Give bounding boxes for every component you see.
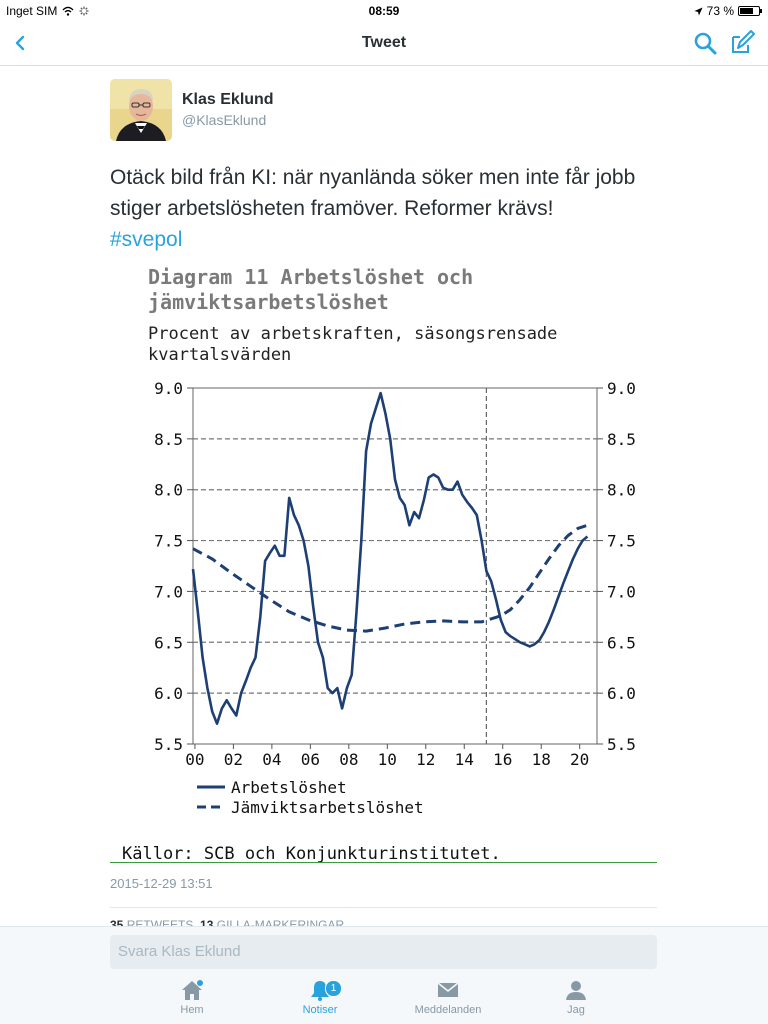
y-tick-label-left: 7.0 bbox=[154, 582, 183, 601]
x-tick-label: 02 bbox=[224, 750, 243, 769]
tweet-timestamp: 2015-12-29 13:51 bbox=[110, 876, 213, 891]
x-tick-label: 12 bbox=[416, 750, 435, 769]
tweet-media-chart[interactable]: Diagram 11 Arbetslöshet och jämviktsarbe… bbox=[110, 262, 657, 863]
y-tick-label-right: 8.5 bbox=[607, 430, 636, 449]
y-tick-label-right: 6.0 bbox=[607, 684, 636, 703]
x-tick-label: 20 bbox=[570, 750, 589, 769]
y-tick-label-right: 8.0 bbox=[607, 481, 636, 500]
avatar[interactable] bbox=[110, 79, 172, 141]
legend-label: Arbetslöshet bbox=[231, 778, 347, 797]
status-bar: Inget SIM 08:59 73 % bbox=[0, 0, 768, 22]
battery-percent: 73 % bbox=[706, 4, 734, 18]
retweets-count: 35 bbox=[110, 918, 124, 926]
x-tick-label: 14 bbox=[455, 750, 474, 769]
chart-svg: Diagram 11 Arbetslöshet och jämviktsarbe… bbox=[122, 265, 636, 862]
x-tick-label: 06 bbox=[301, 750, 320, 769]
tab-messages[interactable]: Meddelanden bbox=[403, 978, 493, 1016]
wifi-icon bbox=[62, 6, 74, 16]
reply-bar: Svara Klas Eklund bbox=[0, 926, 768, 975]
chart-title-line2: jämviktsarbetslöshet bbox=[148, 290, 389, 314]
tab-bar: Hem Notiser 1 Meddelanden Jag bbox=[0, 974, 768, 1024]
envelope-icon bbox=[437, 982, 459, 997]
y-tick-label-right: 7.0 bbox=[607, 582, 636, 601]
likes-label: GILLA-MARKERINGAR bbox=[216, 918, 345, 926]
chart-subtitle-line2: kvartalsvärden bbox=[148, 345, 291, 365]
retweets-label: RETWEETS bbox=[126, 918, 194, 926]
x-tick-label: 00 bbox=[185, 750, 204, 769]
chevron-left-icon[interactable] bbox=[6, 28, 36, 58]
chart-ticks: 5.5 5.5 6.0 6.0 6.5 6.5 7.0 7.0 7.5 7.5 8.0 8.0 8.5 8… bbox=[154, 379, 636, 769]
y-tick-label-right: 6.5 bbox=[607, 633, 636, 652]
notification-badge: 1 bbox=[325, 980, 342, 997]
battery-icon bbox=[738, 6, 762, 16]
author-handle[interactable]: @KlasEklund bbox=[182, 112, 267, 128]
hashtag-link[interactable]: #svepol bbox=[110, 228, 183, 251]
chart-title-line1: Diagram 11 Arbetslöshet och bbox=[148, 265, 473, 289]
nav-bar: Tweet bbox=[0, 22, 768, 66]
y-tick-label-right: 5.5 bbox=[607, 735, 636, 754]
chart-grid bbox=[192, 387, 598, 745]
tab-me-label: Jag bbox=[567, 1004, 585, 1016]
tweet-stats[interactable]: 35 RETWEETS 13 GILLA-MARKERINGAR bbox=[110, 918, 344, 926]
carrier-label: Inget SIM bbox=[6, 4, 58, 18]
status-right: 73 % bbox=[694, 4, 762, 18]
battery-fill bbox=[740, 8, 754, 14]
y-tick-label-left: 6.5 bbox=[154, 633, 183, 652]
status-left: Inget SIM bbox=[6, 4, 89, 18]
tweet-body: Otäck bild från KI: när nyanlända söker … bbox=[110, 166, 636, 220]
y-tick-label-left: 9.0 bbox=[154, 379, 183, 398]
page-title: Tweet bbox=[361, 34, 407, 51]
chart-lines bbox=[191, 391, 592, 725]
compose-icon[interactable] bbox=[727, 27, 757, 57]
bell-icon bbox=[311, 981, 329, 1001]
y-tick-label-left: 8.0 bbox=[154, 481, 183, 500]
y-tick-label-right: 9.0 bbox=[607, 379, 636, 398]
y-tick-label-left: 5.5 bbox=[154, 735, 183, 754]
divider bbox=[110, 907, 657, 908]
tab-me[interactable]: Jag bbox=[531, 978, 621, 1016]
series-line-arbetsloshet bbox=[191, 391, 589, 725]
likes-count: 13 bbox=[200, 918, 214, 926]
tab-notifications-label: Notiser bbox=[302, 1004, 338, 1016]
chart-subtitle-line1: Procent av arbetskraften, säsongsrensade bbox=[148, 324, 557, 344]
person-icon bbox=[566, 981, 586, 1000]
y-tick-label-left: 7.5 bbox=[154, 532, 183, 551]
legend-label: Jämviktsarbetslöshet bbox=[231, 798, 424, 817]
plot-frame bbox=[192, 387, 598, 745]
series-line-jamviktsarbetsloshet bbox=[192, 523, 592, 633]
tab-notifications[interactable]: Notiser 1 bbox=[275, 978, 365, 1016]
x-tick-label: 08 bbox=[339, 750, 358, 769]
activity-spinner-icon bbox=[79, 6, 89, 16]
tab-messages-label: Meddelanden bbox=[414, 1004, 482, 1016]
author-name[interactable]: Klas Eklund bbox=[182, 91, 274, 108]
y-tick-label-left: 8.5 bbox=[154, 430, 183, 449]
tab-home[interactable]: Hem bbox=[147, 978, 237, 1016]
y-tick-label-left: 6.0 bbox=[154, 684, 183, 703]
reply-input[interactable]: Svara Klas Eklund bbox=[110, 935, 657, 969]
chart-source: Källor: SCB och Konjunkturinstitutet. bbox=[122, 844, 501, 862]
x-tick-label: 18 bbox=[532, 750, 551, 769]
x-tick-label: 10 bbox=[378, 750, 397, 769]
y-tick-label-right: 7.5 bbox=[607, 532, 636, 551]
search-icon[interactable] bbox=[690, 28, 720, 58]
status-time: 08:59 bbox=[368, 4, 400, 18]
location-arrow-icon bbox=[694, 6, 703, 16]
x-tick-label: 16 bbox=[493, 750, 512, 769]
x-tick-label: 04 bbox=[262, 750, 281, 769]
tab-home-label: Hem bbox=[180, 1004, 204, 1016]
tweet-text: Otäck bild från KI: när nyanlända söker … bbox=[110, 162, 670, 255]
home-icon bbox=[182, 980, 203, 1000]
